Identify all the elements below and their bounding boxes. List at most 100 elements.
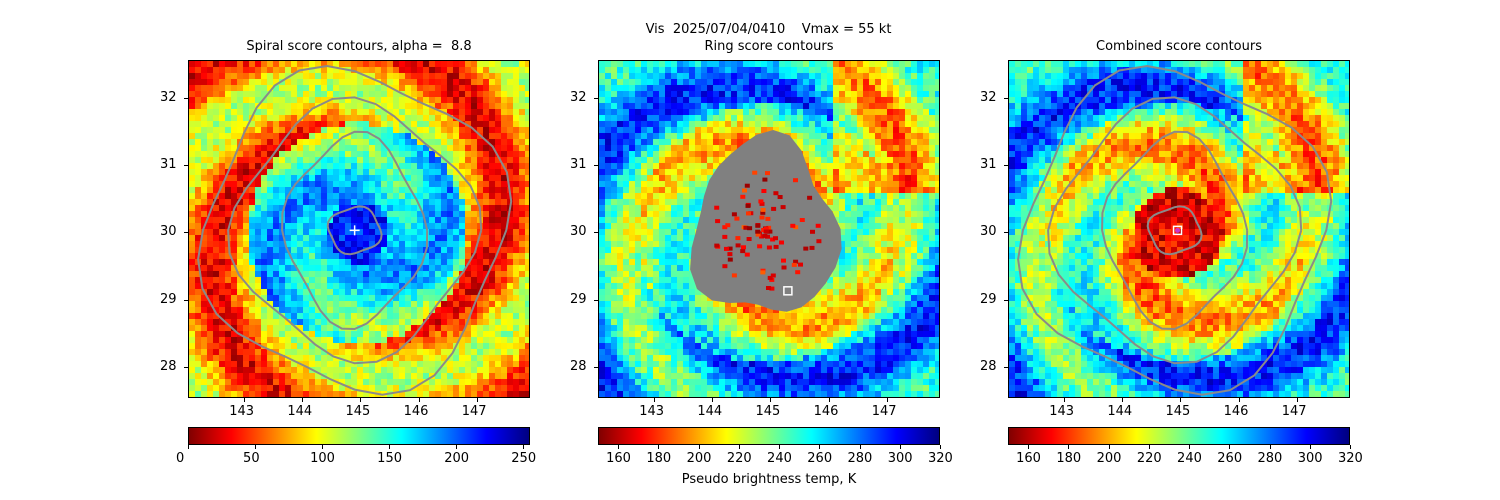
field-cell [809, 133, 815, 139]
field-cell [243, 79, 249, 85]
field-cell [471, 235, 477, 241]
field-cell [315, 91, 321, 97]
field-cell [483, 229, 489, 235]
field-cell [369, 253, 375, 259]
field-cell [647, 145, 653, 151]
field-cell [231, 79, 237, 85]
field-cell [231, 211, 237, 217]
field-cell [207, 169, 213, 175]
field-cell [869, 103, 875, 109]
field-cell [653, 217, 659, 223]
field-cell [459, 343, 465, 349]
field-cell [707, 109, 713, 115]
field-cell [453, 223, 459, 229]
field-cell [213, 337, 219, 343]
field-cell [839, 139, 845, 145]
field-cell [489, 223, 495, 229]
field-cell [519, 343, 525, 349]
field-cell [333, 145, 339, 151]
field-cell [219, 259, 225, 265]
field-cell [417, 127, 423, 133]
field-cell [737, 91, 743, 97]
field-cell [737, 97, 743, 103]
field-cell [321, 379, 327, 385]
field-cell [447, 163, 453, 169]
field-cell [453, 109, 459, 115]
field-cell [321, 271, 327, 277]
field-cell [821, 163, 827, 169]
field-cell [195, 187, 201, 193]
field-cell [471, 139, 477, 145]
field-cell [423, 289, 429, 295]
field-cell [357, 223, 363, 229]
field-cell [207, 67, 213, 73]
field-cell [381, 271, 387, 277]
field-cell [399, 349, 405, 355]
field-cell [237, 181, 243, 187]
field-cell [881, 133, 887, 139]
field-cell [773, 97, 779, 103]
field-cell [399, 325, 405, 331]
field-cell [189, 277, 195, 283]
field-cell [357, 301, 363, 307]
field-cell [339, 103, 345, 109]
field-cell [483, 283, 489, 289]
field-cell [273, 259, 279, 265]
field-cell [911, 145, 917, 151]
field-cell [189, 271, 195, 277]
field-cell [525, 295, 529, 301]
field-cell [827, 157, 833, 163]
field-cell [719, 151, 725, 157]
field-cell [363, 307, 369, 313]
field-cell [671, 181, 677, 187]
field-cell [519, 307, 525, 313]
field-cell [731, 79, 737, 85]
field-cell [683, 121, 689, 127]
field-cell [375, 289, 381, 295]
field-cell [411, 199, 417, 205]
field-cell [489, 295, 495, 301]
field-cell [647, 139, 653, 145]
field-cell [351, 313, 357, 319]
field-cell [381, 193, 387, 199]
field-cell [369, 331, 375, 337]
field-cell [435, 223, 441, 229]
field-cell [345, 313, 351, 319]
field-cell [189, 343, 195, 349]
field-cell [507, 259, 513, 265]
field-cell [731, 67, 737, 73]
field-cell [447, 331, 453, 337]
field-cell [423, 235, 429, 241]
field-cell [459, 313, 465, 319]
field-cell [417, 157, 423, 163]
field-cell [345, 223, 351, 229]
field-cell [459, 301, 465, 307]
field-cell [911, 211, 917, 217]
field-cell [459, 385, 465, 391]
field-cell [423, 385, 429, 391]
field-cell [273, 241, 279, 247]
field-cell [641, 145, 647, 151]
field-cell [297, 289, 303, 295]
field-cell [411, 127, 417, 133]
field-cell [809, 79, 815, 85]
field-cell [363, 391, 369, 397]
field-cell [677, 85, 683, 91]
field-cell [393, 103, 399, 109]
field-cell [423, 313, 429, 319]
field-cell [839, 211, 845, 217]
field-cell [375, 127, 381, 133]
field-cell [459, 373, 465, 379]
field-cell [845, 85, 851, 91]
field-cell [435, 61, 441, 67]
field-cell [315, 319, 321, 325]
field-cell [201, 91, 207, 97]
field-cell [297, 325, 303, 331]
field-cell [701, 169, 707, 175]
field-cell [435, 247, 441, 253]
field-cell [659, 115, 665, 121]
field-cell [719, 109, 725, 115]
field-cell [483, 373, 489, 379]
field-cell [345, 271, 351, 277]
field-cell [893, 73, 899, 79]
